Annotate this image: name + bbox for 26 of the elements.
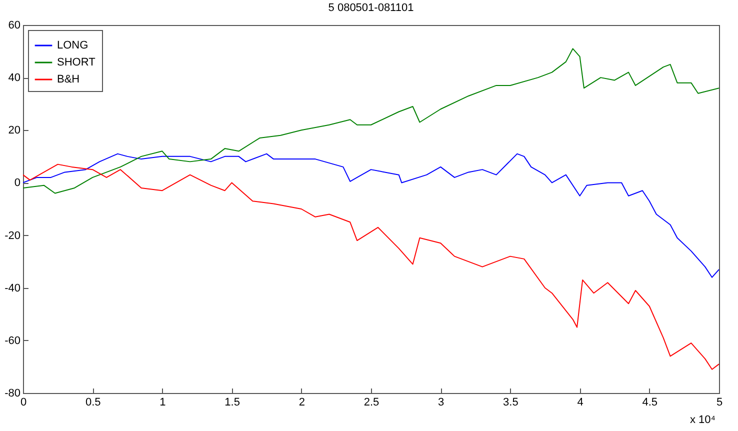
x-tick-label: 0.5 [85, 396, 101, 408]
y-tick-label: -40 [4, 282, 20, 294]
y-tick-label: 0 [14, 177, 20, 190]
x-tick-label: 3.5 [503, 396, 518, 408]
legend-label: B&H [57, 74, 80, 86]
y-tick-label: 20 [8, 124, 20, 137]
y-tick-label: -60 [4, 334, 20, 347]
line-series [23, 48, 719, 194]
x-tick-label: 4.5 [642, 396, 658, 408]
y-tick-label: -20 [4, 230, 20, 242]
x-tick-label: 2 [298, 396, 305, 408]
text: x 10⁴ [690, 414, 716, 426]
x-tick-label: 3 [438, 396, 444, 408]
x-tick-label: 5 [716, 396, 723, 408]
y-tick-label: 40 [8, 72, 20, 84]
chart-title: 5 080501-081101 [328, 2, 414, 14]
y-tick-label: -80 [4, 388, 20, 400]
legend-label: SHORT [57, 56, 96, 68]
y-tick-label: 60 [8, 20, 20, 32]
x-tick-label: 1.5 [224, 396, 240, 408]
legend-label: LONG [57, 40, 88, 52]
line-series [23, 153, 719, 278]
line-series [23, 164, 719, 370]
x-tick-label: 2.5 [364, 396, 380, 408]
x-tick-label: 4 [577, 396, 584, 408]
x-tick-label: 1 [160, 396, 166, 408]
